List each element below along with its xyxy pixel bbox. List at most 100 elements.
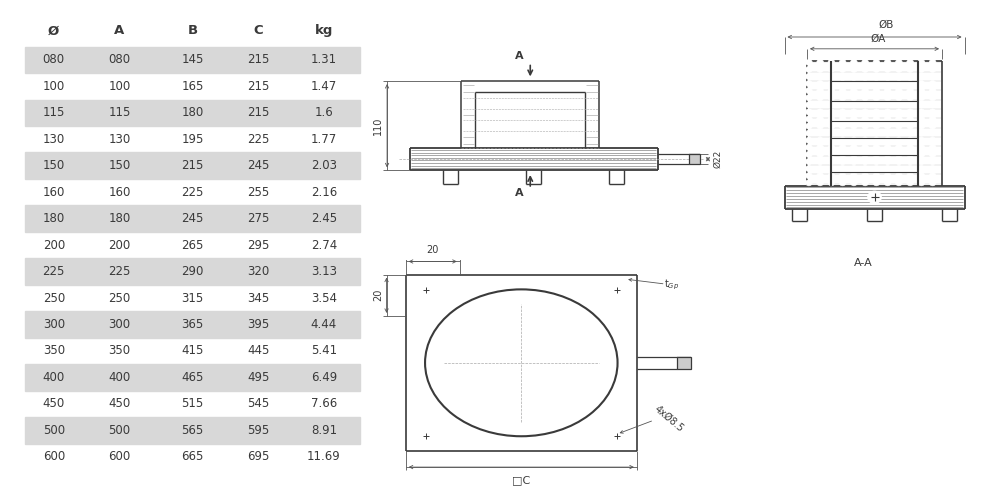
Circle shape: [454, 319, 463, 326]
Circle shape: [576, 413, 585, 420]
Circle shape: [588, 397, 597, 404]
Circle shape: [524, 294, 533, 300]
Circle shape: [896, 66, 902, 72]
Circle shape: [517, 422, 526, 429]
Circle shape: [452, 408, 461, 416]
Circle shape: [524, 422, 533, 428]
Text: 1.6: 1.6: [315, 106, 333, 120]
Circle shape: [806, 152, 812, 158]
Circle shape: [907, 137, 914, 143]
Text: 6.49: 6.49: [311, 371, 337, 384]
Circle shape: [839, 60, 846, 66]
Circle shape: [467, 305, 476, 312]
Circle shape: [839, 102, 846, 108]
Circle shape: [839, 144, 846, 150]
Circle shape: [806, 74, 812, 80]
Circle shape: [907, 152, 914, 158]
Circle shape: [907, 144, 914, 150]
Circle shape: [918, 172, 925, 179]
Circle shape: [918, 166, 925, 172]
Circle shape: [817, 74, 824, 80]
Circle shape: [850, 158, 857, 164]
Circle shape: [446, 328, 455, 335]
Circle shape: [817, 88, 824, 94]
Circle shape: [595, 388, 605, 394]
Circle shape: [600, 342, 610, 349]
Circle shape: [850, 172, 857, 179]
Circle shape: [873, 109, 880, 115]
Circle shape: [828, 66, 835, 72]
Circle shape: [458, 322, 467, 328]
Circle shape: [442, 319, 451, 326]
Text: 1.47: 1.47: [311, 80, 337, 93]
Circle shape: [873, 123, 880, 129]
Circle shape: [435, 382, 444, 389]
Text: 365: 365: [181, 318, 204, 331]
Circle shape: [884, 172, 891, 179]
Circle shape: [806, 116, 812, 122]
Circle shape: [503, 302, 513, 308]
Text: A: A: [515, 51, 523, 61]
Circle shape: [588, 354, 598, 362]
Text: 565: 565: [181, 424, 204, 437]
Circle shape: [896, 60, 902, 66]
Circle shape: [430, 365, 440, 372]
Circle shape: [555, 296, 565, 303]
Circle shape: [497, 416, 506, 423]
Text: 115: 115: [108, 106, 131, 120]
Circle shape: [454, 400, 463, 406]
Circle shape: [450, 395, 459, 402]
Circle shape: [806, 172, 812, 179]
Text: 11.69: 11.69: [307, 450, 341, 464]
Circle shape: [584, 378, 594, 385]
Circle shape: [524, 297, 533, 304]
Circle shape: [551, 416, 560, 423]
Circle shape: [817, 158, 824, 164]
Circle shape: [569, 416, 578, 424]
Circle shape: [553, 300, 563, 306]
Circle shape: [431, 371, 441, 378]
Circle shape: [598, 354, 607, 361]
Circle shape: [817, 144, 824, 150]
Circle shape: [817, 123, 824, 129]
Circle shape: [566, 305, 576, 312]
Circle shape: [817, 152, 824, 158]
Circle shape: [839, 137, 846, 143]
Circle shape: [509, 294, 518, 300]
Circle shape: [580, 393, 589, 400]
Circle shape: [929, 109, 936, 115]
Circle shape: [446, 350, 455, 357]
Circle shape: [873, 80, 880, 86]
Bar: [25, 311, 360, 338]
Circle shape: [464, 416, 473, 424]
Text: 595: 595: [247, 424, 269, 437]
Circle shape: [576, 391, 585, 398]
Circle shape: [533, 290, 542, 298]
Bar: [25, 152, 360, 179]
Circle shape: [907, 80, 914, 86]
Circle shape: [907, 130, 914, 136]
Circle shape: [517, 414, 526, 422]
Circle shape: [438, 388, 447, 394]
Circle shape: [445, 360, 454, 366]
Text: A: A: [515, 188, 523, 198]
Circle shape: [523, 304, 532, 312]
Circle shape: [588, 350, 597, 357]
Circle shape: [449, 378, 458, 385]
Circle shape: [437, 324, 447, 332]
Circle shape: [929, 180, 936, 186]
Circle shape: [873, 88, 880, 94]
Circle shape: [558, 404, 567, 411]
Text: 100: 100: [43, 80, 65, 93]
Text: 160: 160: [43, 186, 65, 198]
Text: 445: 445: [247, 344, 269, 358]
Bar: [25, 46, 360, 73]
Circle shape: [873, 172, 880, 179]
Text: Ø22: Ø22: [713, 150, 722, 169]
Circle shape: [569, 312, 579, 318]
Circle shape: [553, 420, 563, 426]
Circle shape: [873, 152, 880, 158]
Circle shape: [896, 80, 902, 86]
Circle shape: [437, 394, 447, 402]
Circle shape: [929, 144, 936, 150]
